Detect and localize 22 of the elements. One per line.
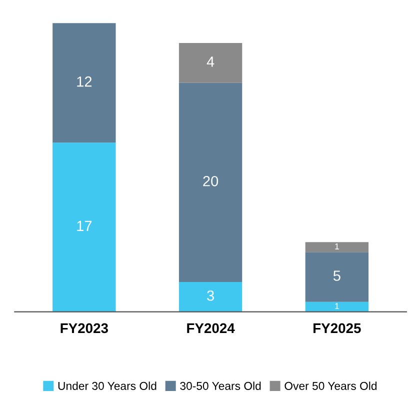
bar	[178, 43, 242, 83]
data-label: 3	[207, 290, 214, 301]
bar	[52, 23, 116, 143]
legend-label: Over 50 Years Old	[284, 382, 377, 390]
bar	[305, 252, 369, 302]
data-label: 1	[335, 243, 339, 250]
x-tick-label: FY2023	[60, 323, 108, 334]
bar	[305, 242, 369, 252]
data-label: 5	[333, 270, 340, 281]
data-label: 1	[335, 303, 339, 310]
data-label: 17	[77, 220, 92, 231]
bar	[178, 82, 242, 282]
bar	[52, 142, 116, 312]
data-label: 12	[77, 76, 92, 87]
x-tick-label: FY2024	[187, 323, 235, 334]
legend-label: Under 30 Years Old	[58, 382, 156, 390]
data-label: 20	[203, 176, 218, 186]
bar	[305, 302, 369, 312]
legend-label: 30-50 Years Old	[180, 382, 261, 390]
x-tick-label: FY2025	[314, 323, 361, 334]
data-label: 4	[206, 56, 214, 67]
bar	[178, 282, 242, 312]
